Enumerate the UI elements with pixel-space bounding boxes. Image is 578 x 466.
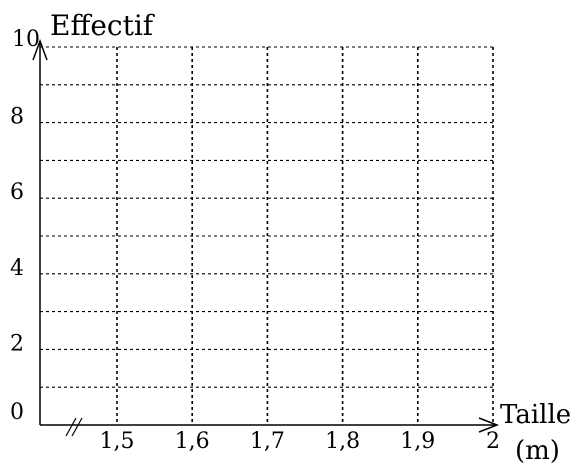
grid-lines xyxy=(40,46,494,425)
x-tick-label: 1,5 xyxy=(100,429,135,454)
x-axis-break-mark xyxy=(65,417,77,437)
x-tick-label: 1,6 xyxy=(175,429,210,454)
tick-labels: 0 2 4 6 8 10 1,5 1,6 1,7 1,8 1,9 2 xyxy=(10,27,500,454)
x-axis-unit: (m) xyxy=(515,436,560,466)
x-tick-label: 1,9 xyxy=(400,429,435,454)
x-tick-label: 1,8 xyxy=(325,429,360,454)
x-axis-title: Taille xyxy=(500,400,571,430)
y-tick-label: 0 xyxy=(10,400,24,425)
y-tick-label: 10 xyxy=(12,27,40,52)
y-tick-label: 4 xyxy=(10,256,24,281)
y-axis-title: Effectif xyxy=(50,9,156,42)
x-axis-arrow xyxy=(478,417,500,433)
y-axis-arrow xyxy=(32,38,48,61)
y-tick-label: 8 xyxy=(10,105,24,130)
y-tick-label: 2 xyxy=(10,331,24,356)
x-tick-label: 1,7 xyxy=(250,429,285,454)
x-axis-break-mark xyxy=(71,417,83,437)
axes xyxy=(32,38,500,437)
x-tick-label: 2 xyxy=(486,429,500,454)
y-tick-label: 6 xyxy=(10,180,24,205)
